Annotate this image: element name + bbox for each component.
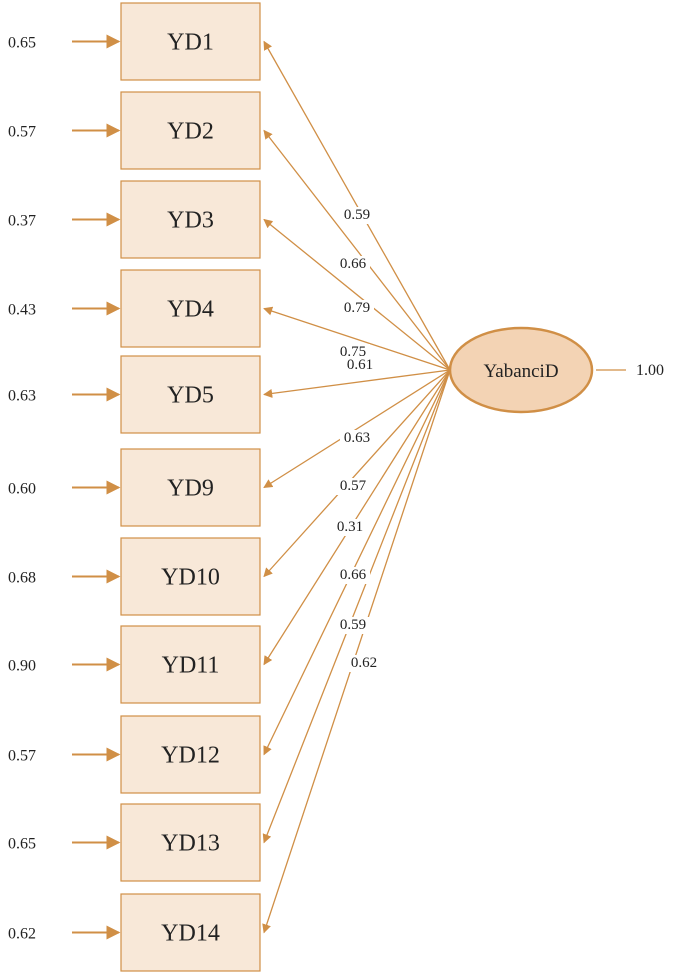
loading-label-bg (336, 478, 370, 495)
indicator-label: YD5 (167, 383, 214, 409)
indicator-box (120, 537, 261, 616)
indicator-box (120, 2, 261, 81)
loading-path (263, 306, 451, 371)
indicator-box (120, 355, 261, 434)
error-variance-label: 0.65 (8, 836, 36, 853)
loading-label: 0.63 (344, 430, 370, 446)
indicator-box (120, 803, 261, 882)
indicator-label: YD11 (162, 653, 220, 679)
labels-layer: YD1 0.65 0.59 YD2 0.57 0.66 YD3 0.37 0.79 YD4 0.43… (8, 30, 664, 947)
indicator-label: YD9 (167, 476, 214, 502)
loading-path (263, 218, 451, 371)
loading-label: 0.79 (344, 300, 370, 316)
error-variance-label: 0.57 (8, 124, 36, 141)
loading-label-bg (336, 617, 370, 634)
loading-label: 0.59 (340, 617, 366, 633)
error-variance-label: 0.62 (8, 926, 36, 943)
loading-label-bg (340, 430, 374, 447)
indicator-box (120, 91, 261, 170)
loading-label: 0.31 (337, 519, 363, 535)
loading-label-bg (336, 344, 370, 361)
loading-label-bg (336, 567, 370, 584)
loading-path (263, 369, 451, 756)
loading-label-bg (340, 300, 374, 317)
loading-path (263, 369, 451, 398)
loading-path (262, 369, 451, 844)
latent-ellipse (448, 326, 594, 414)
indicator-label: YD12 (161, 743, 220, 769)
error-variance-label: 0.37 (8, 213, 36, 230)
indicator-box (120, 448, 261, 527)
indicator-box (120, 269, 261, 348)
loading-path (263, 369, 451, 666)
error-variance-label: 0.90 (8, 658, 36, 675)
loading-label: 0.59 (344, 207, 370, 223)
loading-label-bg (343, 357, 377, 374)
error-variance-label: 0.65 (8, 35, 36, 52)
indicator-box (120, 893, 261, 972)
loading-path (263, 369, 451, 578)
loading-path (263, 369, 451, 489)
loading-label: 0.61 (347, 357, 373, 373)
indicator-box (120, 180, 261, 259)
loading-path (262, 369, 451, 934)
indicator-box (120, 715, 261, 794)
loading-label: 0.75 (340, 344, 366, 360)
indicator-box (120, 625, 261, 704)
indicator-label: YD2 (167, 119, 214, 145)
error-variance-label: 0.68 (8, 570, 36, 587)
shapes-layer (120, 2, 594, 972)
loading-label-bg (336, 256, 370, 273)
loading-label: 0.66 (340, 256, 367, 272)
indicator-label: YD3 (167, 208, 214, 234)
indicator-label: YD1 (167, 30, 214, 56)
loading-label-bg (340, 207, 374, 224)
indicator-label: YD4 (167, 297, 214, 323)
loading-path (263, 40, 451, 371)
paths-layer (72, 34, 626, 940)
loading-path (263, 129, 451, 371)
error-variance-label: 0.57 (8, 748, 36, 765)
loading-label-bg (333, 519, 367, 536)
error-variance-label: 0.63 (8, 388, 36, 405)
indicator-label: YD13 (161, 831, 220, 857)
latent-label: YabanciD (483, 361, 558, 382)
loading-label: 0.57 (340, 478, 367, 494)
indicator-label: YD14 (161, 921, 220, 947)
loading-label: 0.62 (351, 655, 377, 671)
indicator-label: YD10 (161, 565, 220, 591)
error-variance-label: 0.43 (8, 302, 36, 319)
latent-variance-label: 1.00 (636, 362, 664, 379)
error-variance-label: 0.60 (8, 481, 36, 498)
loading-label-bg (347, 655, 381, 672)
loading-label: 0.66 (340, 567, 367, 583)
